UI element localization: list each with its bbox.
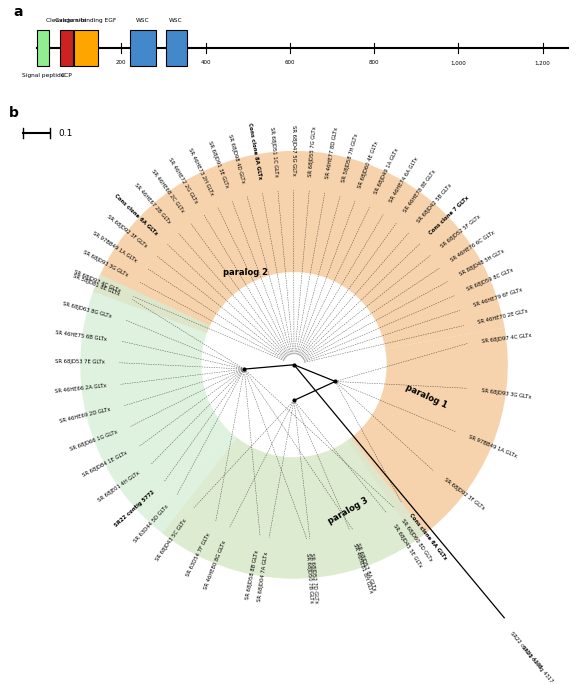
Text: SR 46HE80 8G GLTx: SR 46HE80 8G GLTx xyxy=(203,540,227,590)
Text: SR 68JD63 8G GLTx: SR 68JD63 8G GLTx xyxy=(62,301,112,319)
Text: SR 68JD60 4E GLTx: SR 68JD60 4E GLTx xyxy=(358,140,380,188)
Text: 1,000: 1,000 xyxy=(450,60,466,65)
Text: SR 68JD51 1C GLTx: SR 68JD51 1C GLTx xyxy=(269,126,279,177)
Text: SR22 contig 5772: SR22 contig 5772 xyxy=(113,489,155,527)
Text: SR 46HE66 2A GLTx: SR 46HE66 2A GLTx xyxy=(54,384,106,395)
Text: SR 63D44 5D GLTx: SR 63D44 5D GLTx xyxy=(133,503,169,543)
Text: Calcium-binding EGF: Calcium-binding EGF xyxy=(55,18,117,23)
Text: Cons clone 7 GLTx: Cons clone 7 GLTx xyxy=(429,195,470,236)
Text: SR 46HE73 2H GLTx: SR 46HE73 2H GLTx xyxy=(186,147,214,196)
Text: SR 68JD47 5G GLTx: SR 68JD47 5G GLTx xyxy=(291,125,296,176)
Text: a: a xyxy=(14,5,24,19)
Wedge shape xyxy=(347,327,508,540)
Text: SR 46HE70 2E GLTx: SR 46HE70 2E GLTx xyxy=(477,308,529,325)
Text: SR 68JD92 3F GLTx: SR 68JD92 3F GLTx xyxy=(443,477,485,511)
Text: SR 46HE74 6A GLTx: SR 46HE74 6A GLTx xyxy=(388,156,419,203)
Text: SR 46HE79 6F GLTx: SR 46HE79 6F GLTx xyxy=(473,288,523,308)
Text: SR 68JD55 7G GLTx: SR 68JD55 7G GLTx xyxy=(308,126,318,177)
Text: SR 68JD93 3G GLTx: SR 68JD93 3G GLTx xyxy=(82,249,129,278)
Text: SR 46HE77 8D GLTx: SR 46HE77 8D GLTx xyxy=(325,127,339,179)
Text: SR 46HE76 6C GLTx: SR 46HE76 6C GLTx xyxy=(450,229,496,262)
Text: b: b xyxy=(9,106,19,121)
Text: SR 68JD84 1E GLTx: SR 68JD84 1E GLTx xyxy=(82,451,128,478)
Text: SR 46HE68 2C GLTx: SR 46HE68 2C GLTx xyxy=(150,169,185,214)
Text: 200: 200 xyxy=(116,60,126,65)
Text: Cons clone 6A GLTx: Cons clone 6A GLTx xyxy=(408,512,447,560)
Text: SR 68JD92 3F GLTx: SR 68JD92 3F GLTx xyxy=(106,214,148,249)
Text: WSC: WSC xyxy=(169,18,183,23)
Text: 600: 600 xyxy=(285,60,295,65)
Text: SR 46HE75 6B GLTx: SR 46HE75 6B GLTx xyxy=(55,329,107,342)
Wedge shape xyxy=(162,438,417,579)
Text: SR 68JD43 5C GLTx: SR 68JD43 5C GLTx xyxy=(155,518,188,562)
Text: SR 68JD98 4D GLTx: SR 68JD98 4D GLTx xyxy=(228,134,246,184)
Text: SR 58JD58 7H GLTx: SR 58JD58 7H GLTx xyxy=(342,133,359,183)
Text: SR 46HE69 2D GLTx: SR 46HE69 2D GLTx xyxy=(59,407,111,424)
Text: SR 68JD66 1G GLTx: SR 68JD66 1G GLTx xyxy=(69,429,118,451)
Text: SR 68JD49 1A GLTx: SR 68JD49 1A GLTx xyxy=(373,148,399,195)
Text: SR 68JD58 8B GLTx: SR 68JD58 8B GLTx xyxy=(245,549,260,600)
Text: Cleavage site: Cleavage site xyxy=(46,18,86,23)
Text: SR 97BB49 1A GLTx: SR 97BB49 1A GLTx xyxy=(91,230,138,263)
Text: SR 58JD81 8E GLTx: SR 58JD81 8E GLTx xyxy=(72,273,120,297)
Text: CCP: CCP xyxy=(61,73,72,78)
Text: 400: 400 xyxy=(201,60,211,65)
Text: SR 68JD57 8A GLTx: SR 68JD57 8A GLTx xyxy=(355,542,376,591)
Text: paralog 2: paralog 2 xyxy=(223,268,268,277)
Text: Signal peptide: Signal peptide xyxy=(22,73,64,78)
Text: SR 68JD91 3E GLTx: SR 68JD91 3E GLTx xyxy=(207,140,229,189)
Text: SR 46HE81 8H GLTx: SR 46HE81 8H GLTx xyxy=(352,543,373,594)
Wedge shape xyxy=(143,430,426,579)
Text: Cons clone 8A GLTx: Cons clone 8A GLTx xyxy=(247,122,262,179)
Bar xyxy=(74,30,98,66)
Text: paralog 1: paralog 1 xyxy=(405,383,449,410)
Text: 1,200: 1,200 xyxy=(534,60,550,65)
Text: 0.1: 0.1 xyxy=(59,129,73,138)
Text: SR 68JD93 3G GLTx: SR 68JD93 3G GLTx xyxy=(481,388,532,399)
Text: WSC: WSC xyxy=(136,18,149,23)
Text: SR 68JD97 4C GLTx: SR 68JD97 4C GLTx xyxy=(73,269,121,293)
Text: SR 68JD59 8C GLTx: SR 68JD59 8C GLTx xyxy=(466,268,514,292)
Text: SR 68JD42 5B GLTx: SR 68JD42 5B GLTx xyxy=(416,182,453,224)
Text: SR22 contig 4338: SR22 contig 4338 xyxy=(509,630,543,669)
Text: Cons clone 6A GLTx: Cons clone 6A GLTx xyxy=(113,193,159,236)
Text: SR 68JD60 8D GLTx: SR 68JD60 8D GLTx xyxy=(400,518,433,562)
Text: SR 46HE67 2B GLTx: SR 46HE67 2B GLTx xyxy=(133,182,171,225)
Text: SR 97BB49 1A GLTx: SR 97BB49 1A GLTx xyxy=(467,435,517,459)
Text: SR 68JD53 7E GLTx: SR 68JD53 7E GLTx xyxy=(55,360,105,365)
Text: SR 68JE01 4H GLTx: SR 68JE01 4H GLTx xyxy=(97,471,141,503)
Wedge shape xyxy=(80,275,229,516)
Bar xyxy=(130,30,156,66)
Text: SR23 contig 4317: SR23 contig 4317 xyxy=(520,645,554,684)
Text: SR 68JD04 7A GLTx: SR 68JD04 7A GLTx xyxy=(258,551,269,602)
Text: SR 46HE72 2G GLTx: SR 46HE72 2G GLTx xyxy=(168,157,199,204)
Bar xyxy=(60,30,73,66)
Text: SR 68JD97 4C GLTx: SR 68JD97 4C GLTx xyxy=(481,333,532,345)
Text: SR 68JD52 5F GLTx: SR 68JD52 5F GLTx xyxy=(440,214,482,249)
Text: SR 88JD48 5H GLTx: SR 88JD48 5H GLTx xyxy=(459,249,506,277)
Text: SR 68JD52 7D GLTx: SR 68JD52 7D GLTx xyxy=(309,553,318,603)
Text: SR 68JD50 7B GLTx: SR 68JD50 7B GLTx xyxy=(305,553,314,603)
Bar xyxy=(37,30,49,66)
Wedge shape xyxy=(93,151,505,349)
Text: paralog 3: paralog 3 xyxy=(326,496,369,526)
Text: SR 63D54 7F GLTx: SR 63D54 7F GLTx xyxy=(186,532,212,577)
Text: 800: 800 xyxy=(369,60,379,65)
Bar xyxy=(165,30,186,66)
Text: SR 68JD45 5E GLTx: SR 68JD45 5E GLTx xyxy=(392,523,423,569)
Text: SR 46HE78 8E GLTx: SR 46HE78 8E GLTx xyxy=(403,169,437,213)
